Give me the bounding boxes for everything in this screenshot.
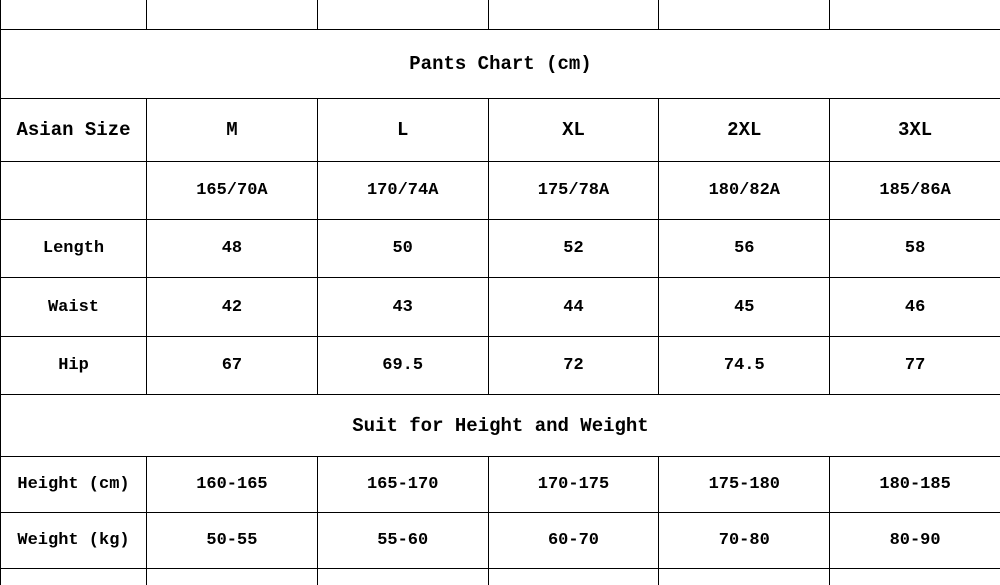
stub-cell <box>317 569 488 585</box>
spec-code-label <box>1 162 147 220</box>
waist-l: 43 <box>317 278 488 336</box>
spec-code-row: 165/70A 170/74A 175/78A 180/82A 185/86A <box>1 162 1000 220</box>
height-l: 165-170 <box>317 457 488 513</box>
stub-cell <box>147 0 318 30</box>
hip-m: 67 <box>147 336 318 394</box>
spec-code-3xl: 185/86A <box>830 162 1000 220</box>
waist-2xl: 45 <box>659 278 830 336</box>
title-row-2: Suit for Height and Weight <box>1 394 1000 457</box>
stub-cell <box>659 0 830 30</box>
stub-cell <box>317 0 488 30</box>
stub-cell <box>147 569 318 585</box>
waist-label: Waist <box>1 278 147 336</box>
chart-title-1: Pants Chart (cm) <box>1 30 1000 99</box>
col-header-3xl: 3XL <box>830 99 1000 162</box>
hip-l: 69.5 <box>317 336 488 394</box>
hip-2xl: 74.5 <box>659 336 830 394</box>
column-header-row: Asian Size M L XL 2XL 3XL <box>1 99 1000 162</box>
hip-label: Hip <box>1 336 147 394</box>
hip-row: Hip 67 69.5 72 74.5 77 <box>1 336 1000 394</box>
weight-3xl: 80-90 <box>830 513 1000 569</box>
col-header-size-label: Asian Size <box>1 99 147 162</box>
bottom-stub-row <box>1 569 1000 585</box>
length-row: Length 48 50 52 56 58 <box>1 220 1000 278</box>
height-row: Height (cm) 160-165 165-170 170-175 175-… <box>1 457 1000 513</box>
weight-2xl: 70-80 <box>659 513 830 569</box>
hip-xl: 72 <box>488 336 659 394</box>
waist-row: Waist 42 43 44 45 46 <box>1 278 1000 336</box>
height-label: Height (cm) <box>1 457 147 513</box>
spec-code-l: 170/74A <box>317 162 488 220</box>
weight-m: 50-55 <box>147 513 318 569</box>
weight-label: Weight (kg) <box>1 513 147 569</box>
waist-xl: 44 <box>488 278 659 336</box>
weight-xl: 60-70 <box>488 513 659 569</box>
top-stub-row <box>1 0 1000 30</box>
length-xl: 52 <box>488 220 659 278</box>
hip-3xl: 77 <box>830 336 1000 394</box>
length-l: 50 <box>317 220 488 278</box>
weight-row: Weight (kg) 50-55 55-60 60-70 70-80 80-9… <box>1 513 1000 569</box>
spec-code-2xl: 180/82A <box>659 162 830 220</box>
waist-3xl: 46 <box>830 278 1000 336</box>
stub-cell <box>1 0 147 30</box>
length-m: 48 <box>147 220 318 278</box>
stub-cell <box>488 0 659 30</box>
spec-code-m: 165/70A <box>147 162 318 220</box>
col-header-m: M <box>147 99 318 162</box>
stub-cell <box>659 569 830 585</box>
stub-cell <box>830 569 1000 585</box>
pants-size-chart: Pants Chart (cm) Asian Size M L XL 2XL 3… <box>0 0 1000 585</box>
height-2xl: 175-180 <box>659 457 830 513</box>
chart-title-2: Suit for Height and Weight <box>1 394 1000 457</box>
weight-l: 55-60 <box>317 513 488 569</box>
height-3xl: 180-185 <box>830 457 1000 513</box>
col-header-xl: XL <box>488 99 659 162</box>
height-m: 160-165 <box>147 457 318 513</box>
stub-cell <box>830 0 1000 30</box>
length-3xl: 58 <box>830 220 1000 278</box>
col-header-l: L <box>317 99 488 162</box>
length-label: Length <box>1 220 147 278</box>
length-2xl: 56 <box>659 220 830 278</box>
stub-cell <box>488 569 659 585</box>
col-header-2xl: 2XL <box>659 99 830 162</box>
spec-code-xl: 175/78A <box>488 162 659 220</box>
height-xl: 170-175 <box>488 457 659 513</box>
waist-m: 42 <box>147 278 318 336</box>
stub-cell <box>1 569 147 585</box>
title-row-1: Pants Chart (cm) <box>1 30 1000 99</box>
